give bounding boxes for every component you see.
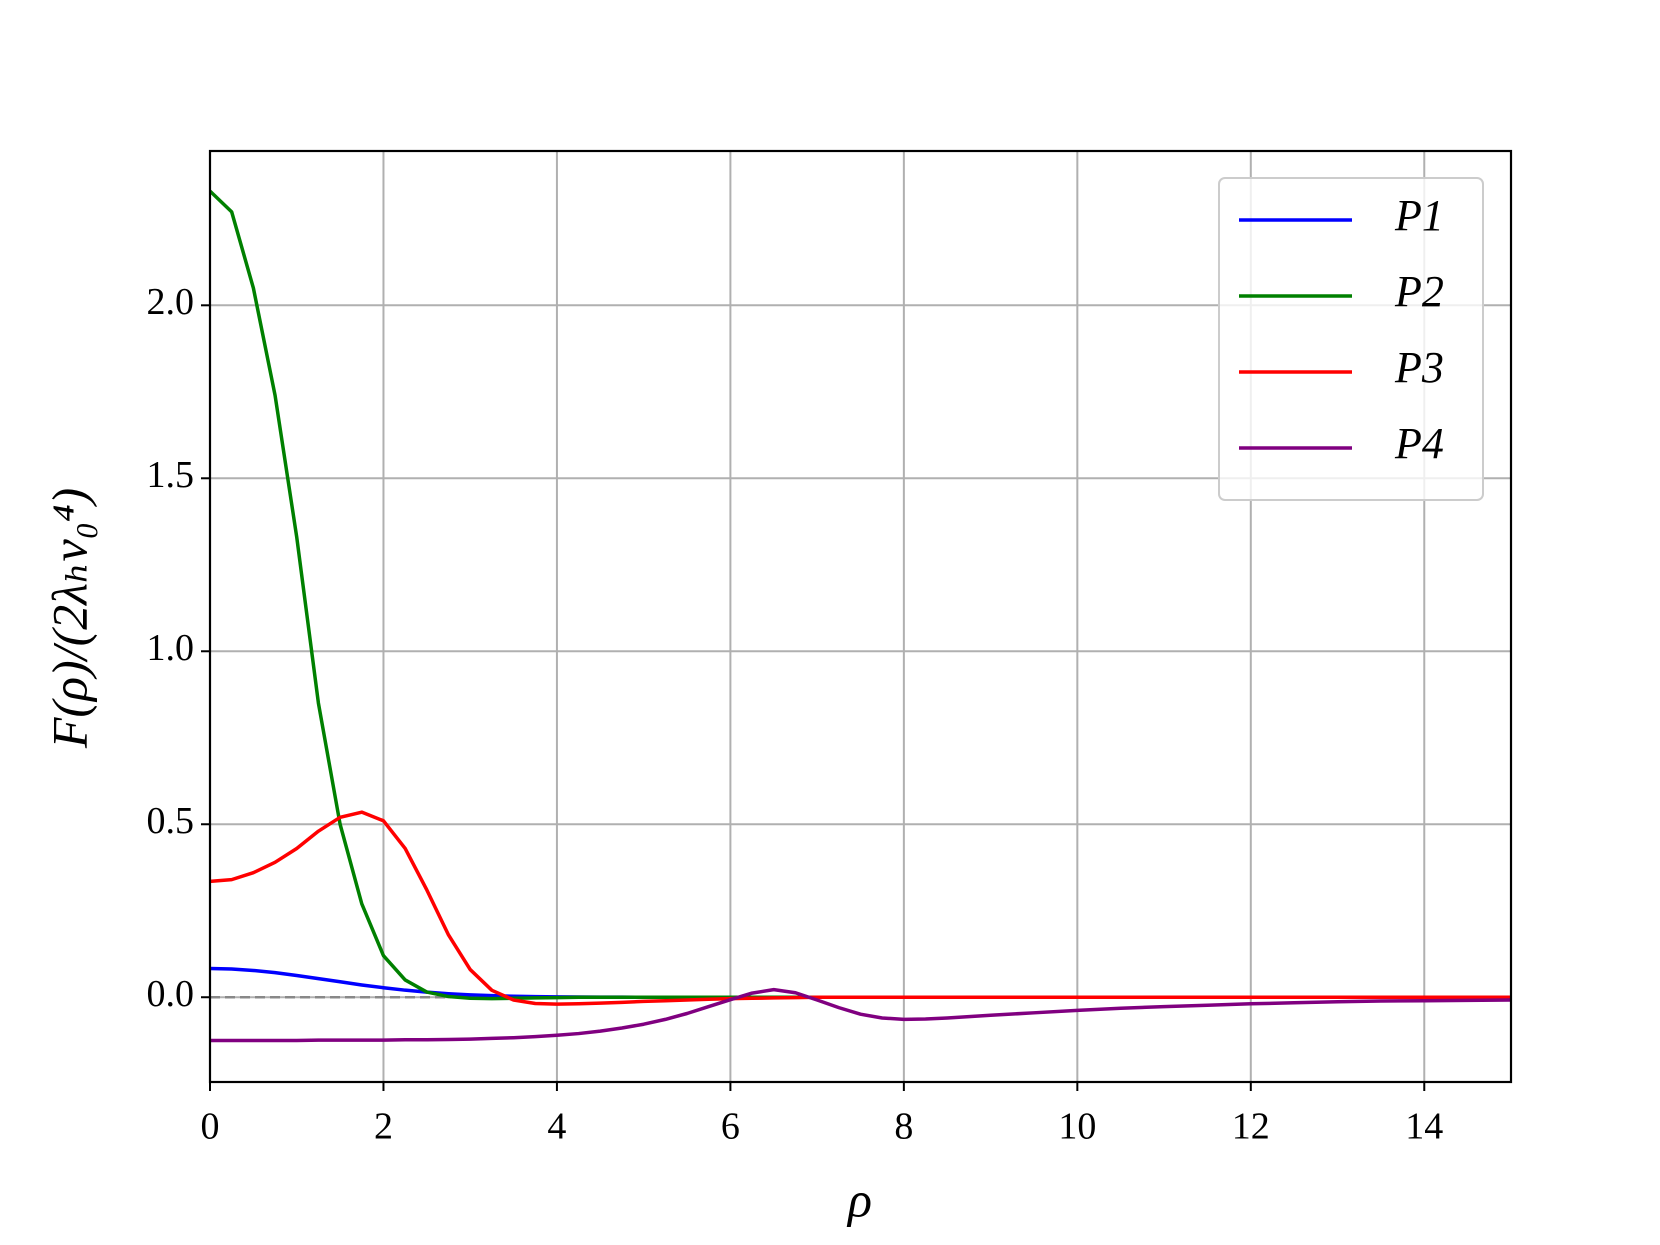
series-line [210, 987, 1511, 1043]
plot-frame [208, 149, 1513, 1084]
legend-label: P3 [1394, 343, 1444, 392]
x-tick-label: 6 [721, 1106, 740, 1148]
y-tick-label: 1.5 [147, 454, 195, 496]
x-tick-label: 10 [1058, 1106, 1096, 1148]
x-axis-label: ρ [846, 1171, 872, 1227]
y-tick-label: 0.0 [147, 973, 195, 1015]
legend-label: P2 [1394, 267, 1444, 316]
legend-label: P1 [1394, 191, 1444, 240]
legend-label: P4 [1394, 419, 1444, 468]
x-tick-label: 4 [547, 1106, 566, 1148]
series-line [210, 966, 1511, 999]
x-tick-label: 14 [1405, 1106, 1443, 1148]
y-tick-label: 2.0 [147, 281, 195, 323]
y-tick-label: 1.0 [147, 627, 195, 669]
x-tick-label: 12 [1232, 1106, 1270, 1148]
y-tick-label: 0.5 [147, 800, 195, 842]
x-tick-label: 8 [894, 1106, 913, 1148]
series-line [210, 810, 1511, 1006]
y-axis-label: F(ρ)/(2λₕv₀⁴) [41, 488, 97, 749]
x-tick-label: 0 [201, 1106, 220, 1148]
plot-area [210, 189, 1511, 1043]
legend-box [1218, 177, 1484, 501]
x-tick-label: 2 [374, 1106, 393, 1148]
